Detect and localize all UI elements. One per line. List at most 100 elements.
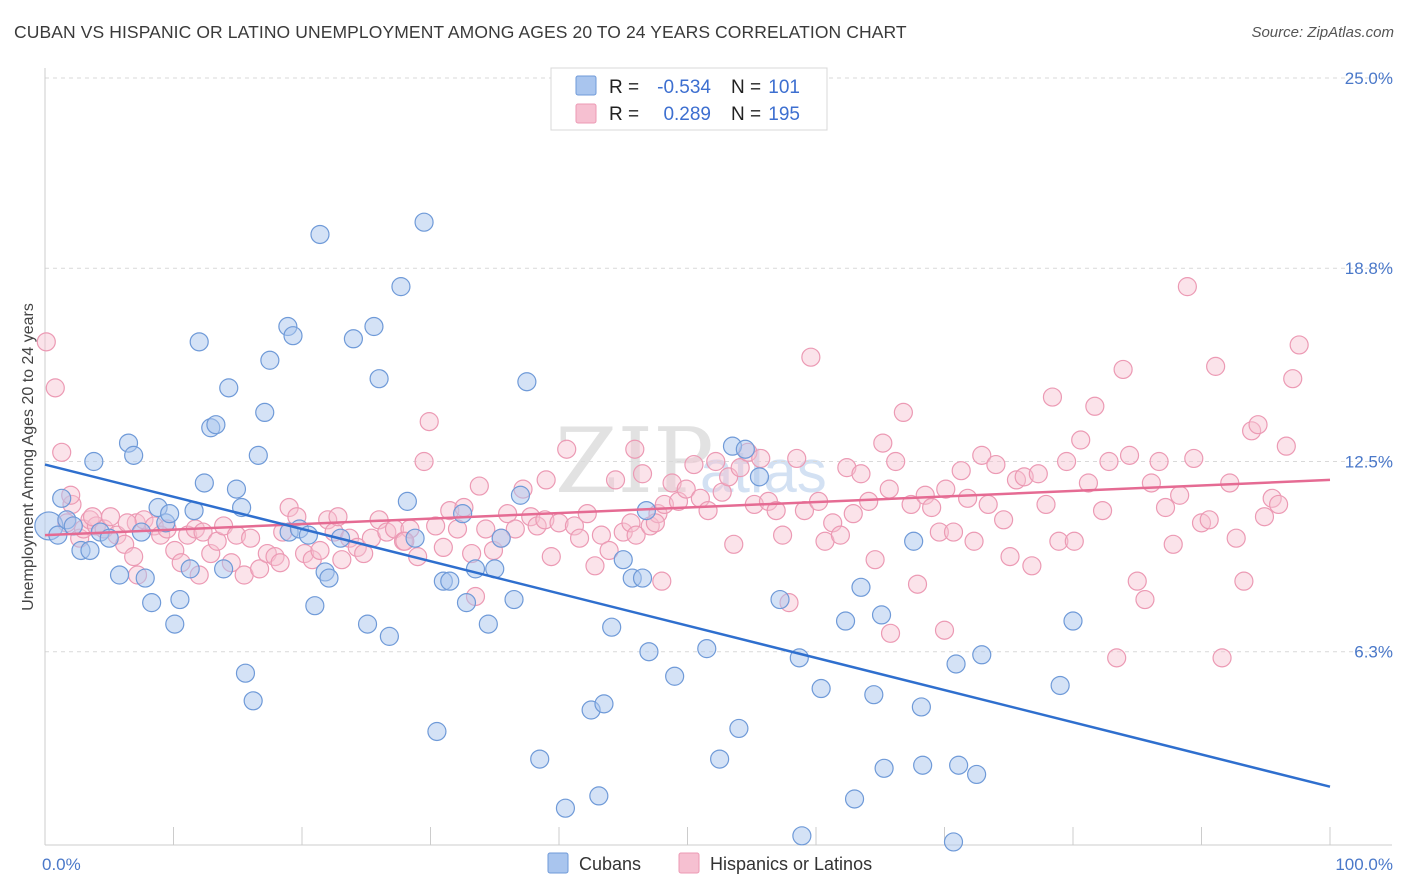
cuban-point — [864, 685, 884, 705]
hispanic-point — [1113, 359, 1133, 380]
y-tick-label-1: 12.5% — [1345, 453, 1393, 472]
hispanic-point — [1014, 467, 1034, 487]
hispanic-point — [893, 402, 913, 423]
cuban-point — [219, 378, 239, 398]
hispanic-point — [1078, 473, 1099, 493]
cuban-point — [440, 571, 460, 591]
cuban-point — [456, 593, 477, 613]
cuban-point — [967, 764, 987, 785]
cuban-point — [1050, 675, 1070, 696]
cuban-point — [594, 694, 614, 714]
hispanic-point — [851, 464, 871, 484]
cuban-point — [427, 721, 447, 742]
hispanic-point — [787, 448, 807, 469]
hispanic-point — [901, 494, 921, 515]
hispanic-point — [843, 504, 863, 524]
hispanic-point — [557, 439, 577, 459]
hispanic-point — [1107, 648, 1127, 668]
cuban-point — [319, 568, 339, 588]
hispanic-point — [1042, 387, 1063, 407]
cuban-point — [80, 540, 100, 561]
hispanic-point — [936, 479, 956, 499]
cuban-point — [194, 473, 214, 493]
cuban-point — [135, 568, 155, 588]
hispanic-points — [36, 277, 1309, 668]
hispanic-point — [1155, 497, 1176, 518]
hispanic-point — [943, 522, 964, 542]
hispanic-point — [332, 550, 352, 570]
hispanic-point — [1119, 445, 1140, 465]
hispanic-point — [662, 473, 682, 493]
hispanic-point — [1226, 528, 1246, 548]
hispanic-point — [1234, 571, 1254, 591]
hispanic-point — [972, 445, 992, 465]
hispanic-point — [1141, 473, 1161, 493]
cuban-point — [142, 593, 162, 613]
cuban-point — [206, 415, 226, 435]
hispanic-point — [585, 556, 605, 576]
cuban-point — [109, 565, 130, 585]
hispanic-point — [433, 537, 453, 558]
hispanic-point — [249, 559, 270, 579]
cuban-point — [397, 491, 417, 511]
hispanic-point — [922, 497, 942, 518]
cuban-point — [770, 589, 790, 610]
hispanic-point — [915, 485, 935, 505]
hispanic-point — [1071, 430, 1091, 450]
cuban-point — [243, 691, 263, 711]
hispanic-point — [1191, 513, 1212, 533]
cuban-point — [1063, 611, 1083, 631]
cuban-point — [260, 350, 280, 370]
cuban-point — [871, 605, 892, 625]
cuban-point — [510, 485, 531, 505]
hispanic-point — [1092, 500, 1113, 521]
hispanic-point — [652, 571, 672, 591]
x-tick-label-0: 0.0% — [42, 855, 81, 874]
cuban-point — [972, 645, 992, 665]
cuban-point — [913, 755, 933, 775]
hispanic-point — [772, 525, 793, 545]
hispanic-point — [730, 458, 750, 478]
hispanic-point — [45, 378, 65, 398]
hispanic-point — [1177, 277, 1197, 297]
hispanic-point — [859, 491, 879, 511]
hispanic-point — [621, 513, 641, 533]
cuban-point — [63, 516, 83, 536]
cuban-point — [391, 277, 411, 297]
hispanic-point — [476, 519, 496, 539]
hispanic-point — [1184, 448, 1204, 469]
legend-swatch-cubans — [575, 75, 597, 96]
hispanic-point — [1006, 470, 1027, 490]
correlation-legend: R = -0.534 N = 101 R = 0.289 N = 195 — [550, 67, 828, 131]
cuban-point — [632, 568, 653, 588]
hispanic-point — [505, 519, 525, 539]
hispanic-point — [1268, 494, 1289, 515]
cuban-point — [835, 611, 856, 631]
bottom-legend-swatch-hispanics — [678, 852, 700, 874]
cuban-point — [180, 559, 200, 579]
hispanic-point — [569, 528, 590, 548]
hispanic-point — [599, 540, 619, 561]
hispanic-point — [929, 522, 949, 542]
hispanic-point — [541, 547, 561, 567]
y-tick-label-2: 18.8% — [1345, 259, 1393, 278]
legend-n-value-2: 195 — [768, 104, 800, 125]
cuban-point — [851, 577, 871, 597]
hispanic-point — [527, 516, 547, 536]
hispanic-point — [178, 525, 198, 545]
cuban-point — [491, 528, 511, 548]
cuban-point — [602, 617, 622, 637]
hispanic-point — [865, 550, 885, 570]
hispanic-point — [1085, 396, 1105, 416]
cuban-point — [364, 316, 384, 337]
legend-swatch-hispanics — [575, 103, 597, 124]
cuban-point — [255, 402, 275, 423]
cuban-point — [697, 639, 717, 659]
hispanic-point — [270, 553, 290, 573]
y-tick-labels: 6.3% 12.5% 18.8% 25.0% — [1345, 69, 1393, 662]
hispanic-point — [1170, 485, 1190, 505]
hispanic-point — [907, 574, 928, 594]
hispanic-point — [82, 507, 103, 527]
hispanic-point — [591, 525, 612, 545]
hispanic-point — [419, 412, 439, 432]
